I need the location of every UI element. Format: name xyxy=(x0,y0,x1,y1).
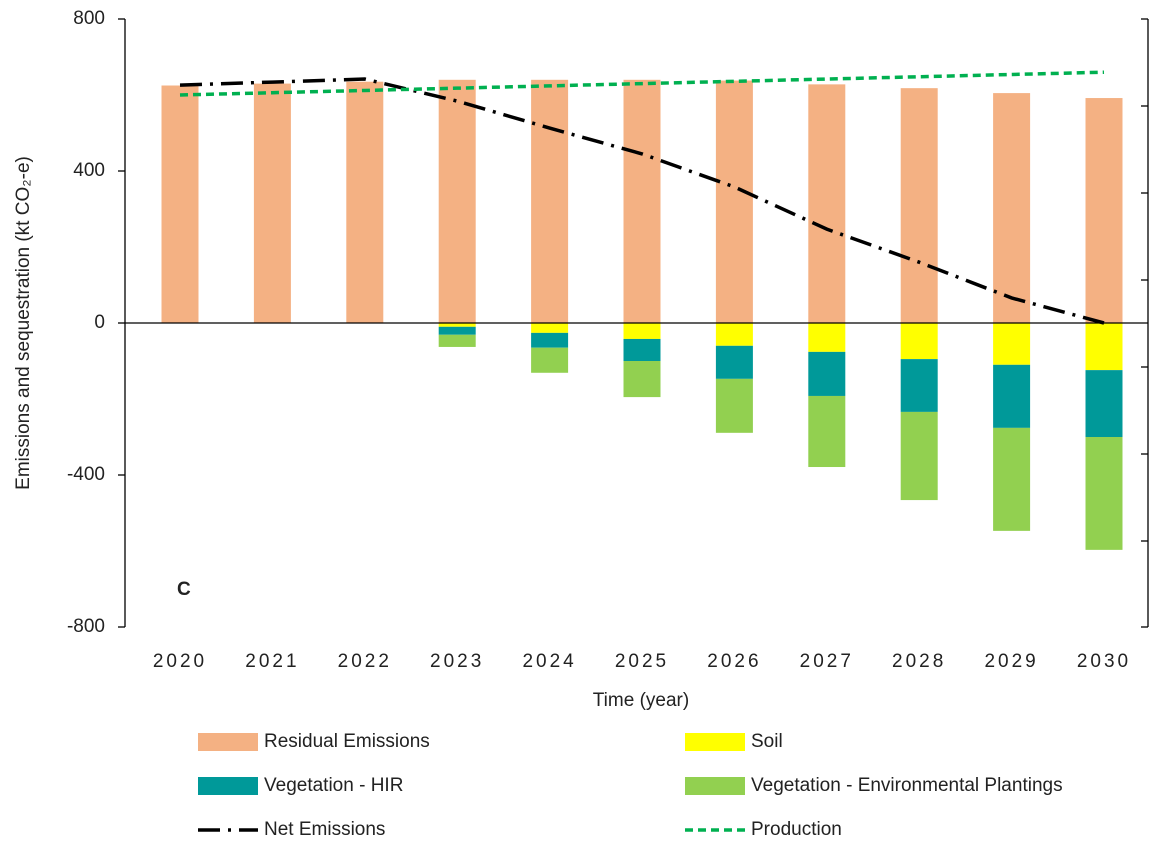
bar xyxy=(438,323,476,327)
bar xyxy=(531,332,569,348)
bar xyxy=(715,323,753,346)
y-tick-label: 800 xyxy=(73,8,105,29)
bar xyxy=(623,323,661,339)
y-tick-label: -400 xyxy=(67,464,105,485)
bar xyxy=(438,334,476,347)
x-tick-label: 2028 xyxy=(892,651,946,672)
bar xyxy=(900,411,938,501)
x-tick-label: 2027 xyxy=(800,651,854,672)
x-tick-label: 2020 xyxy=(153,651,207,672)
legend-label: Residual Emissions xyxy=(264,731,430,752)
bar xyxy=(438,326,476,335)
bar xyxy=(808,351,846,396)
bar xyxy=(993,93,1031,323)
bar xyxy=(1085,323,1123,371)
y-tick-label: 0 xyxy=(94,312,105,333)
bar xyxy=(346,81,384,323)
legend-label: Soil xyxy=(751,731,783,752)
bar xyxy=(900,359,938,412)
bar xyxy=(531,79,569,323)
bar xyxy=(531,347,569,373)
line xyxy=(179,77,1105,325)
legend-swatch xyxy=(198,733,258,751)
bar xyxy=(253,83,291,323)
legend-swatch xyxy=(685,733,745,751)
x-tick-label: 2024 xyxy=(522,651,576,672)
bar xyxy=(161,85,199,323)
x-tick-label: 2021 xyxy=(245,651,299,672)
bar xyxy=(715,80,753,323)
bar xyxy=(623,361,661,398)
bar xyxy=(1085,437,1123,550)
y-tick-label: 400 xyxy=(73,160,105,181)
bar xyxy=(808,395,846,468)
line xyxy=(179,70,1105,97)
bar xyxy=(623,79,661,323)
bar xyxy=(808,84,846,323)
legend-label: Net Emissions xyxy=(264,819,385,840)
x-tick-label: 2030 xyxy=(1077,651,1131,672)
bar xyxy=(993,323,1031,365)
y-axis-label: Emissions and sequestration (kt CO₂-e) xyxy=(13,156,34,490)
x-tick-label: 2023 xyxy=(430,651,484,672)
annotation: C xyxy=(177,579,191,600)
legend-label: Production xyxy=(751,819,842,840)
bar xyxy=(715,345,753,379)
bar xyxy=(993,364,1031,428)
x-tick-label: 2025 xyxy=(615,651,669,672)
bar xyxy=(531,323,569,333)
bar xyxy=(715,378,753,433)
x-tick-label: 2026 xyxy=(707,651,761,672)
legend-swatch xyxy=(685,777,745,795)
x-tick-label: 2022 xyxy=(338,651,392,672)
y-tick-label: -800 xyxy=(67,616,105,637)
right-axis-ticks xyxy=(1141,18,1148,628)
bar xyxy=(438,79,476,323)
bar xyxy=(900,323,938,360)
x-axis-label: Time (year) xyxy=(593,690,689,711)
legend-swatch xyxy=(198,777,258,795)
legend-label: Vegetation - Environmental Plantings xyxy=(751,775,1063,796)
bar xyxy=(1085,98,1123,323)
bar xyxy=(1085,370,1123,437)
bar xyxy=(808,323,846,352)
bar xyxy=(900,88,938,323)
bar xyxy=(993,427,1031,531)
x-tick-label: 2029 xyxy=(984,651,1038,672)
legend-label: Vegetation - HIR xyxy=(264,775,403,796)
bar xyxy=(623,338,661,361)
